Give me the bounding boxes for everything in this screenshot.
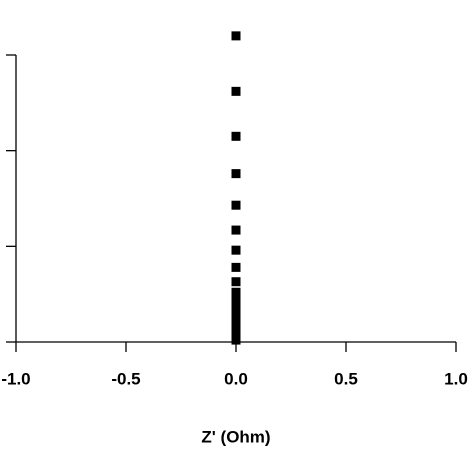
point [231, 169, 241, 179]
point [231, 323, 241, 333]
x-axis-label: Z' (Ohm) [201, 427, 270, 446]
point [231, 277, 241, 287]
point [231, 31, 241, 41]
point [231, 86, 241, 96]
x-tick-label: 1.0 [444, 369, 468, 388]
x-tick-label: -1.0 [1, 369, 30, 388]
point [231, 245, 241, 255]
point [231, 303, 241, 313]
point [231, 225, 241, 235]
point [231, 335, 241, 345]
x-tick-label: 0.5 [334, 369, 358, 388]
x-tick-label: 0.0 [224, 369, 248, 388]
x-tick-label: -0.5 [111, 369, 140, 388]
point [231, 262, 241, 272]
point [231, 131, 241, 141]
point [231, 200, 241, 210]
